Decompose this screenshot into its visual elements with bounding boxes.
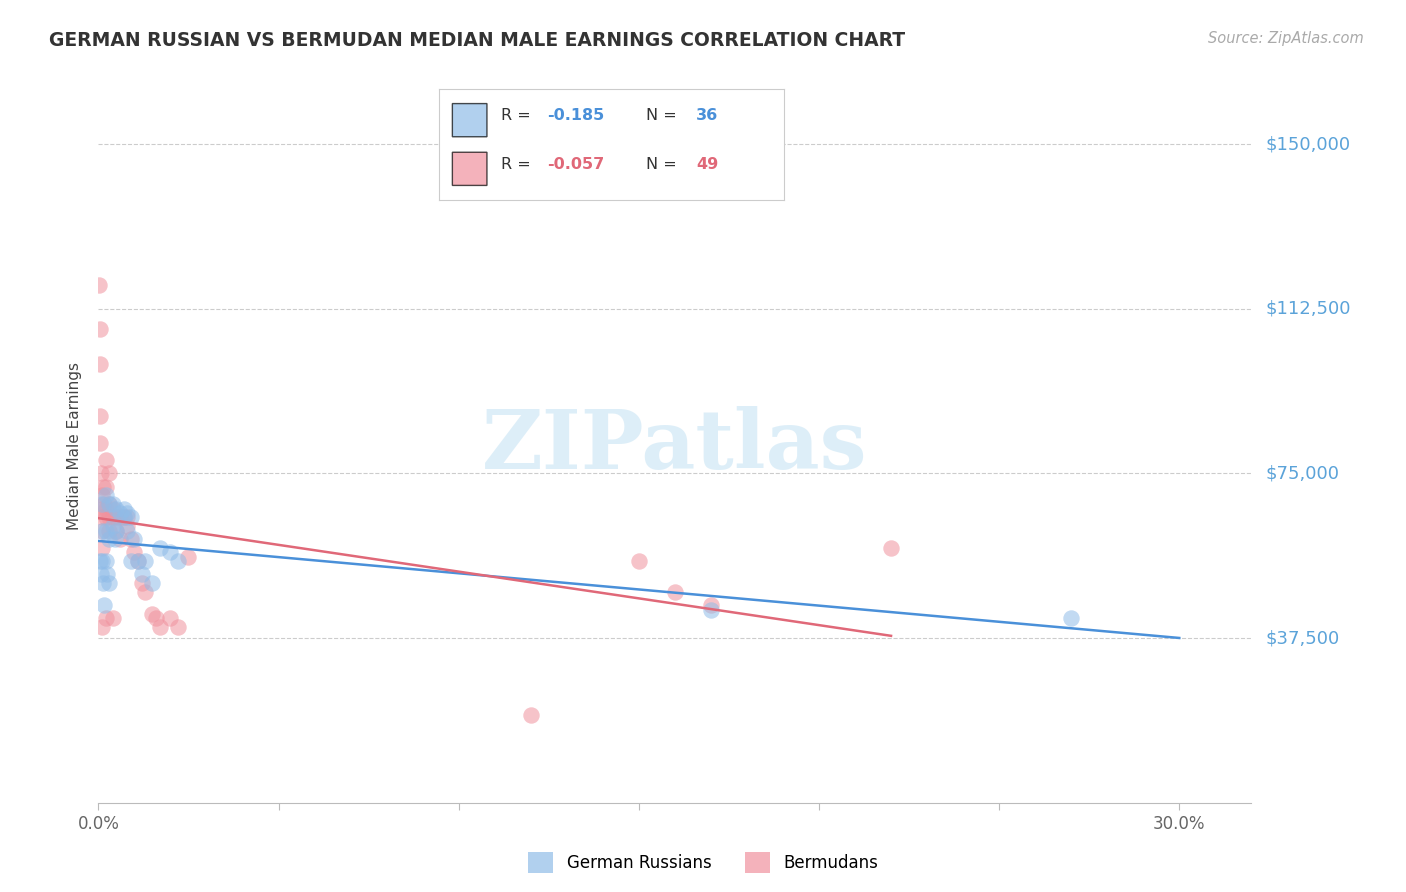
Point xyxy=(98,576,121,591)
Point xyxy=(91,497,114,511)
Point xyxy=(101,497,124,511)
Text: $150,000: $150,000 xyxy=(1265,135,1350,153)
Point xyxy=(94,501,117,516)
Point xyxy=(108,506,131,520)
Point xyxy=(105,510,128,524)
Point xyxy=(149,620,172,634)
Point xyxy=(117,506,138,520)
Point xyxy=(89,321,111,335)
Point xyxy=(149,541,172,555)
Point xyxy=(105,501,128,516)
Point xyxy=(108,533,131,547)
Point xyxy=(108,510,131,524)
Point xyxy=(101,510,124,524)
Point xyxy=(94,510,117,524)
Point xyxy=(117,510,138,524)
Point xyxy=(98,497,121,511)
Point xyxy=(94,453,117,467)
Point xyxy=(145,611,167,625)
Point xyxy=(91,620,114,634)
Point xyxy=(89,409,111,424)
Point xyxy=(124,545,146,559)
Point xyxy=(880,541,903,555)
Point xyxy=(141,576,163,591)
Point xyxy=(93,598,115,612)
Point xyxy=(112,510,135,524)
Point xyxy=(1060,611,1083,625)
Text: Source: ZipAtlas.com: Source: ZipAtlas.com xyxy=(1208,31,1364,46)
Point xyxy=(101,519,124,533)
Point xyxy=(120,554,142,568)
Point xyxy=(94,554,117,568)
Point xyxy=(94,488,117,502)
Point xyxy=(134,585,156,599)
Point xyxy=(519,708,541,723)
Y-axis label: Median Male Earnings: Median Male Earnings xyxy=(67,362,83,530)
Point xyxy=(89,554,111,568)
Point xyxy=(98,497,121,511)
Point xyxy=(91,524,114,538)
Point xyxy=(93,497,115,511)
Point xyxy=(94,524,117,538)
Point xyxy=(159,611,181,625)
Point xyxy=(90,567,112,582)
Point xyxy=(131,576,153,591)
Point xyxy=(94,480,117,494)
Point xyxy=(700,602,723,616)
Point xyxy=(98,510,121,524)
Point xyxy=(91,541,114,555)
Point xyxy=(91,480,114,494)
Point xyxy=(131,567,153,582)
Point xyxy=(117,519,138,533)
Point xyxy=(627,554,650,568)
Point xyxy=(91,524,114,538)
Point xyxy=(89,357,111,371)
Point xyxy=(91,554,114,568)
Point xyxy=(94,611,117,625)
Point xyxy=(120,533,142,547)
Point xyxy=(98,524,121,538)
Point xyxy=(134,554,156,568)
Point xyxy=(89,435,111,450)
Point xyxy=(141,607,163,621)
Point xyxy=(91,501,114,516)
Point xyxy=(124,533,146,547)
Point xyxy=(90,467,112,481)
Point xyxy=(105,524,128,538)
Point xyxy=(127,554,149,568)
Point xyxy=(166,554,188,568)
Text: $75,000: $75,000 xyxy=(1265,465,1340,483)
Point xyxy=(664,585,686,599)
Point xyxy=(127,554,149,568)
Point xyxy=(105,524,128,538)
Point xyxy=(96,567,118,582)
Point xyxy=(101,501,124,516)
Point xyxy=(700,598,723,612)
Point xyxy=(91,576,114,591)
Point xyxy=(98,533,121,547)
Point xyxy=(104,533,127,547)
Point xyxy=(112,510,135,524)
Point xyxy=(98,467,121,481)
Point xyxy=(101,611,124,625)
Point xyxy=(112,501,135,516)
Text: $112,500: $112,500 xyxy=(1265,300,1351,318)
Point xyxy=(117,524,138,538)
Point xyxy=(91,488,114,502)
Legend: German Russians, Bermudans: German Russians, Bermudans xyxy=(522,846,884,880)
Point xyxy=(166,620,188,634)
Text: $37,500: $37,500 xyxy=(1265,629,1340,647)
Point xyxy=(159,545,181,559)
Point xyxy=(89,277,111,292)
Point xyxy=(91,510,114,524)
Text: GERMAN RUSSIAN VS BERMUDAN MEDIAN MALE EARNINGS CORRELATION CHART: GERMAN RUSSIAN VS BERMUDAN MEDIAN MALE E… xyxy=(49,31,905,50)
Point xyxy=(120,510,142,524)
Text: ZIPatlas: ZIPatlas xyxy=(482,406,868,486)
Point xyxy=(177,549,200,564)
